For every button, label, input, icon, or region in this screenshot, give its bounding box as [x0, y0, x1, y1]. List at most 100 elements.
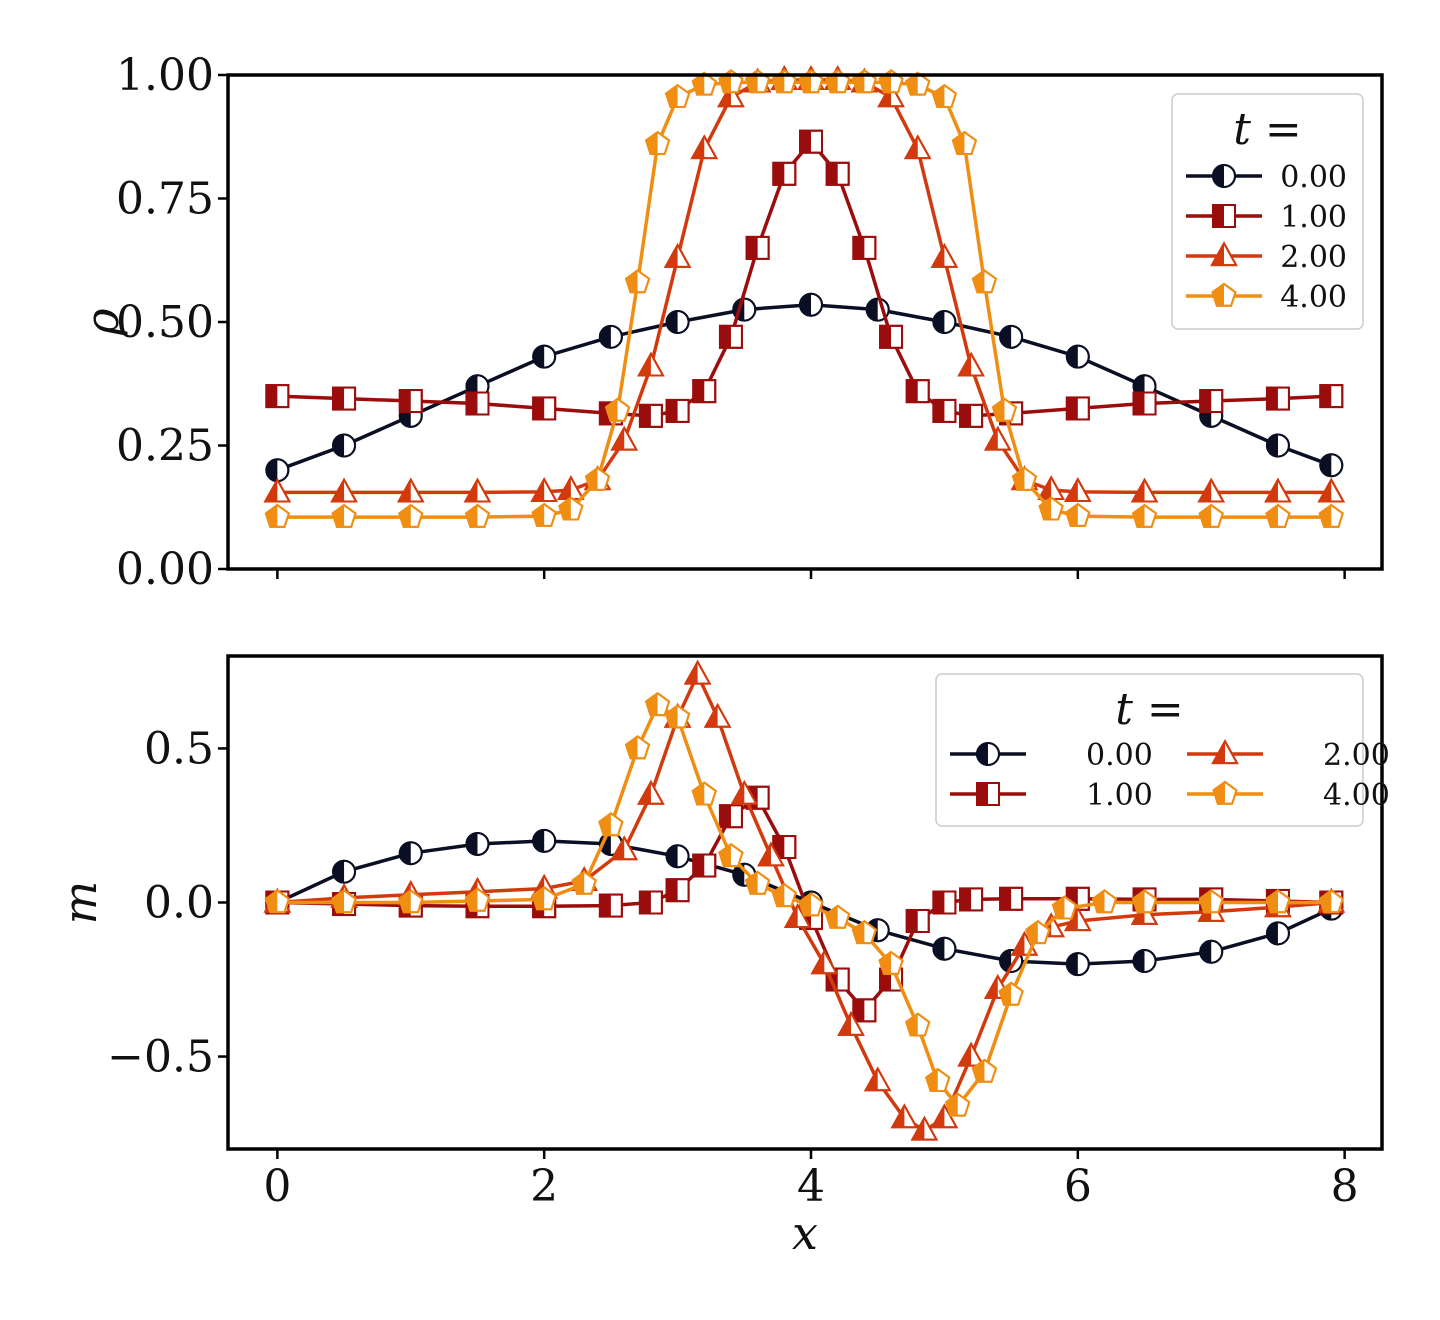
- data-point: [1065, 952, 1090, 977]
- data-point: [852, 998, 877, 1023]
- data-point: [1318, 503, 1344, 528]
- series-4.00: [264, 691, 1344, 1117]
- y-axis-label: m: [53, 881, 107, 925]
- data-point: [971, 269, 998, 294]
- legend-entry-2.00: 2.00: [1186, 240, 1347, 275]
- data-point: [718, 842, 744, 868]
- data-point: [905, 71, 931, 96]
- data-point: [531, 886, 557, 911]
- data-point: [945, 1092, 971, 1117]
- data-point: [1265, 386, 1290, 411]
- data-point: [932, 890, 957, 915]
- data-point: [1065, 344, 1090, 369]
- legend-marker: [1211, 739, 1239, 765]
- data-point: [878, 950, 904, 975]
- data-point: [638, 890, 663, 915]
- data-point: [703, 702, 732, 728]
- data-point: [959, 887, 984, 912]
- data-point: [932, 310, 957, 334]
- y-axis-label: ρ: [75, 308, 129, 336]
- data-point: [999, 324, 1024, 349]
- data-point: [1132, 949, 1157, 974]
- data-point: [637, 351, 665, 377]
- legend-entry-1.00: 1.00: [950, 778, 1153, 813]
- data-point: [532, 396, 557, 421]
- data-point: [330, 477, 358, 503]
- legend-title: t =: [1233, 104, 1302, 155]
- data-point: [532, 828, 557, 853]
- data-point: [265, 384, 290, 409]
- data-point: [1051, 895, 1078, 920]
- data-point: [877, 82, 905, 108]
- data-point: [1065, 396, 1090, 421]
- data-point: [771, 883, 798, 908]
- legend-label: 4.00: [1280, 280, 1347, 315]
- data-point: [532, 344, 557, 369]
- data-point: [1317, 477, 1346, 503]
- legend-label: 4.00: [1323, 778, 1390, 813]
- data-point: [1319, 453, 1344, 478]
- data-point: [905, 908, 930, 933]
- data-point: [558, 496, 584, 521]
- data-point: [464, 887, 491, 912]
- data-point: [810, 949, 839, 975]
- data-point: [332, 859, 357, 884]
- x-tick-label: 6: [1064, 1161, 1092, 1212]
- data-point: [624, 735, 651, 760]
- data-point: [610, 425, 639, 451]
- data-point: [1025, 919, 1051, 945]
- data-point: [398, 389, 423, 414]
- data-point: [265, 458, 290, 483]
- data-point: [398, 841, 423, 866]
- data-point: [692, 853, 717, 878]
- data-point: [730, 779, 759, 805]
- data-point: [798, 892, 824, 917]
- data-point: [890, 1103, 919, 1129]
- data-point: [999, 886, 1024, 911]
- data-point: [718, 804, 743, 829]
- data-point: [396, 477, 425, 503]
- data-point: [1199, 939, 1224, 964]
- data-point: [999, 949, 1024, 974]
- data-point: [925, 1067, 951, 1093]
- data-point: [951, 130, 978, 155]
- series-line-0.00: [276, 302, 1332, 472]
- data-point: [825, 904, 851, 929]
- data-point: [664, 704, 691, 729]
- data-point: [531, 502, 557, 527]
- data-point: [690, 134, 719, 160]
- data-point: [1318, 889, 1344, 914]
- data-point: [799, 129, 824, 154]
- data-point: [664, 83, 691, 109]
- legend-entry-0.00: 0.00: [1186, 160, 1347, 195]
- legend-entry-2.00: 2.00: [1187, 738, 1390, 773]
- data-point: [1265, 503, 1291, 528]
- legend: t =0.00 1.00 2.00 4.00: [935, 673, 1390, 827]
- series-1.00: [265, 129, 1344, 428]
- data-point: [264, 503, 291, 528]
- data-point: [757, 841, 785, 867]
- data-point: [604, 397, 631, 422]
- data-point: [644, 130, 671, 155]
- x-axis-label: x: [792, 1206, 818, 1260]
- data-point: [1198, 889, 1224, 914]
- data-point: [1197, 477, 1226, 503]
- data-point: [991, 397, 1018, 422]
- data-point: [931, 83, 958, 109]
- data-point: [465, 831, 490, 856]
- legend-entry-4.00: 4.00: [1187, 778, 1390, 813]
- data-point: [463, 477, 492, 503]
- data-point: [332, 433, 357, 458]
- data-point: [264, 889, 291, 914]
- data-point: [1131, 503, 1158, 528]
- data-point: [718, 324, 743, 349]
- data-point: [905, 379, 930, 404]
- data-point: [1319, 384, 1344, 409]
- data-point: [1198, 503, 1224, 528]
- data-point: [852, 235, 877, 260]
- data-point: [691, 71, 717, 96]
- data-point: [825, 161, 850, 186]
- data-point: [637, 779, 665, 805]
- data-point: [851, 919, 878, 945]
- data-point: [998, 981, 1024, 1006]
